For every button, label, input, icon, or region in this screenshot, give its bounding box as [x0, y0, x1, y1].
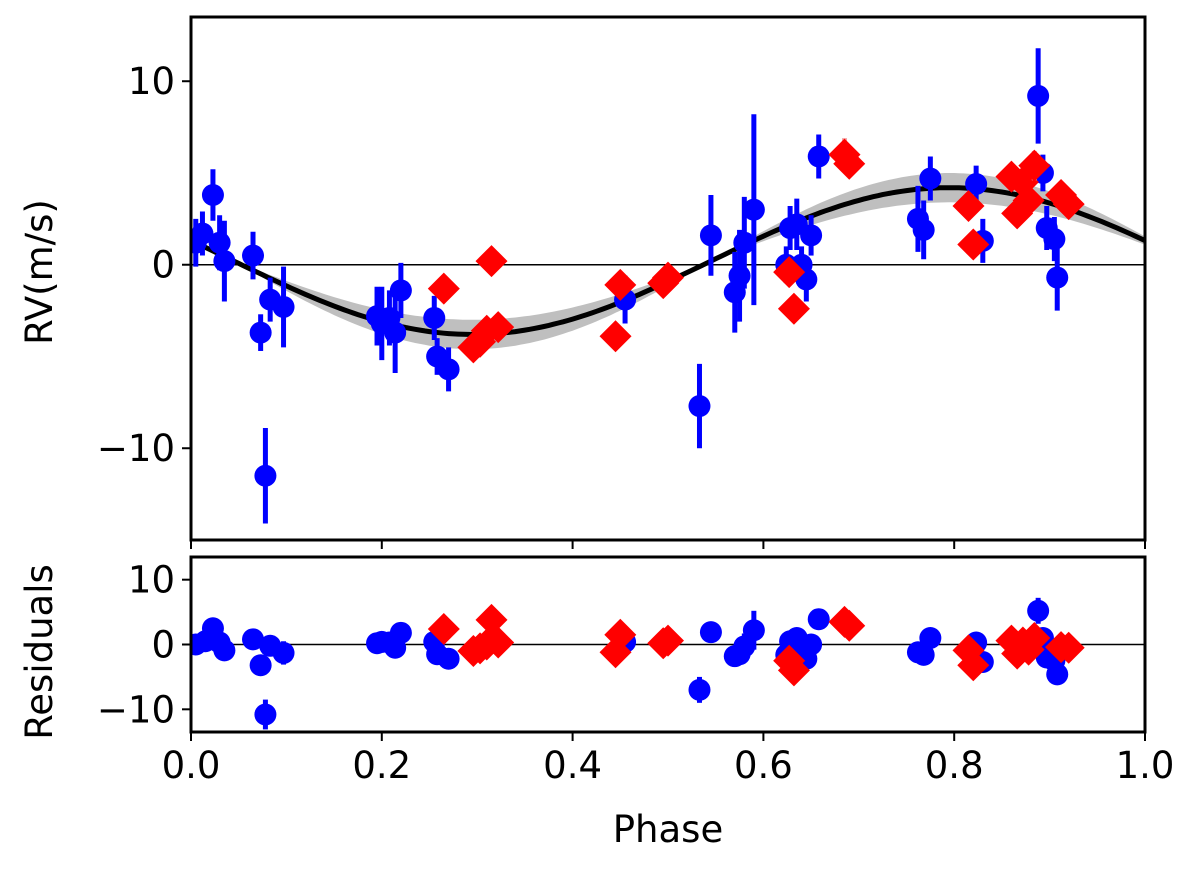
rv-point [699, 224, 722, 247]
xtick-label: 0.8 [925, 744, 984, 787]
xtick-label: 1.0 [1116, 744, 1175, 787]
residuals-ytick-label: 10 [128, 559, 175, 602]
rv-point [1027, 84, 1050, 107]
rv-point [1043, 228, 1066, 251]
rv-point [807, 145, 830, 168]
rv-point [1046, 266, 1069, 289]
rv-point [249, 321, 272, 344]
residuals-point [213, 639, 236, 662]
rv-point [427, 272, 460, 305]
xtick-label: 0.0 [162, 744, 221, 787]
rv-point [242, 244, 265, 267]
rv-point [1018, 149, 1051, 182]
rv-point [728, 264, 751, 287]
rv-point [254, 464, 277, 487]
residuals-point [254, 703, 277, 726]
rv-point [604, 268, 637, 301]
residuals-point [742, 619, 765, 642]
rv-point [957, 228, 990, 261]
residuals-point [652, 624, 684, 657]
residuals-point [919, 627, 942, 650]
residuals-panel: 10 0 −10 0.0 0.2 0.4 0.6 0.8 1.0 [97, 555, 1175, 787]
residuals-point [482, 626, 515, 659]
xtick-label: 0.6 [734, 744, 793, 787]
residuals-point [1052, 631, 1085, 664]
x-axis-label: Phase [613, 808, 723, 851]
residuals-point [437, 647, 460, 670]
residuals-point [800, 633, 823, 656]
residuals-point [604, 618, 637, 651]
rv-point [384, 321, 407, 344]
residuals-point [733, 635, 756, 658]
residuals-point [957, 649, 990, 682]
residuals-point [249, 654, 272, 677]
rv-point [437, 358, 460, 381]
residuals-series-2 [427, 603, 1085, 687]
rv-point [733, 231, 756, 254]
rv-series-1 [191, 48, 1069, 524]
rv-point [423, 306, 446, 329]
residuals-point [699, 621, 722, 644]
rv-point [912, 218, 935, 241]
rv-point [965, 172, 988, 195]
rv-point [952, 190, 985, 223]
rv-point [652, 261, 684, 294]
rv-frame [189, 15, 1147, 542]
rv-point [1012, 184, 1045, 217]
rv-plot-area [191, 48, 1145, 524]
residuals-point [912, 643, 935, 666]
rv-point [191, 222, 214, 245]
rv-point [1052, 188, 1085, 221]
rv-point [208, 231, 231, 254]
residuals-point [427, 612, 460, 645]
rv-point [482, 311, 515, 344]
rv-point [742, 198, 765, 221]
rv-ytick-label: 10 [128, 60, 175, 103]
xtick-label: 0.4 [543, 744, 602, 787]
residuals-ytick-label: −10 [97, 688, 175, 731]
rv-ytick-label: 0 [151, 244, 175, 287]
rv-point [475, 245, 508, 278]
residuals-point [272, 641, 295, 664]
residuals-point [1018, 622, 1051, 655]
rv-series-2 [427, 138, 1085, 364]
rv-point [389, 279, 412, 302]
residuals-point [475, 603, 508, 636]
residuals-point [807, 608, 830, 631]
xtick-label: 0.2 [352, 744, 411, 787]
rv-ytick-label: −10 [97, 427, 175, 470]
residuals-point [777, 654, 810, 687]
rv-point [599, 320, 632, 353]
residuals-series-1 [191, 597, 1069, 730]
rv-point [773, 256, 806, 289]
rv-point [833, 147, 866, 180]
rv-panel: 10 0 −10 [97, 15, 1147, 549]
rv-y-axis-label: RV(m/s) [18, 199, 61, 345]
rv-point [919, 167, 942, 190]
residuals-point [833, 609, 866, 642]
residuals-plot-area [191, 597, 1145, 730]
rv-point [777, 292, 810, 325]
rv-point [688, 395, 711, 418]
rv-point [201, 184, 224, 207]
rv-point [272, 295, 295, 318]
residuals-y-axis-label: Residuals [18, 564, 61, 740]
residuals-point [1027, 599, 1050, 622]
residuals-point [688, 678, 711, 701]
residuals-point [1046, 663, 1069, 686]
residuals-ytick-label: 0 [151, 624, 175, 667]
residuals-point [389, 621, 412, 644]
residuals-point [242, 628, 265, 651]
rv-point [800, 224, 823, 247]
rv-point [213, 250, 236, 273]
